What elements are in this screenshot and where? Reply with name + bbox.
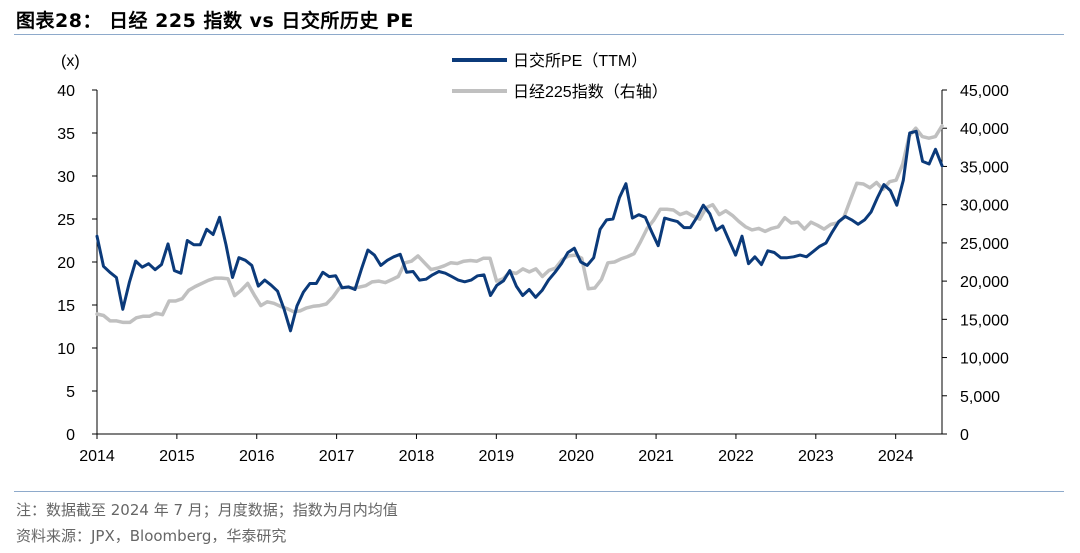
top-divider <box>14 34 1064 35</box>
page-title: 图表28： 日经 225 指数 vs 日交所历史 PE <box>16 10 414 32</box>
left-tick-label: 5 <box>66 384 75 401</box>
right-tick-label: 15,000 <box>960 312 1009 329</box>
left-tick-label: 25 <box>57 212 75 229</box>
x-tick-label: 2024 <box>878 448 914 465</box>
left-axis-unit: (x) <box>61 53 80 70</box>
x-tick-label: 2021 <box>638 448 674 465</box>
right-tick-label: 35,000 <box>960 159 1009 176</box>
legend-label-nikkei: 日经225指数（右轴） <box>513 83 668 101</box>
left-tick-label: 15 <box>57 298 75 315</box>
bottom-divider <box>14 491 1064 492</box>
right-tick-label: 0 <box>960 427 969 444</box>
left-tick-label: 0 <box>66 427 75 444</box>
x-tick-label: 2020 <box>558 448 594 465</box>
x-tick-label: 2023 <box>798 448 834 465</box>
x-tick-label: 2017 <box>319 448 355 465</box>
series-line-nikkei <box>95 124 944 325</box>
x-tick-label: 2019 <box>479 448 515 465</box>
x-tick-label: 2016 <box>239 448 275 465</box>
right-tick-label: 10,000 <box>960 351 1009 368</box>
source-note: 资料来源：JPX，Bloomberg，华泰研究 <box>16 527 287 545</box>
x-tick-label: 2014 <box>79 448 115 465</box>
right-tick-label: 20,000 <box>960 274 1009 291</box>
legend-label-pe: 日交所PE（TTM） <box>513 52 647 70</box>
x-tick-label: 2018 <box>399 448 435 465</box>
x-tick-label: 2022 <box>718 448 754 465</box>
left-tick-label: 40 <box>57 83 75 100</box>
left-tick-label: 20 <box>57 255 75 272</box>
right-tick-label: 5,000 <box>960 389 1000 406</box>
series-line-pe <box>95 129 944 333</box>
left-tick-label: 35 <box>57 126 75 143</box>
x-tick-label: 2015 <box>159 448 195 465</box>
right-tick-label: 30,000 <box>960 198 1009 215</box>
right-tick-label: 40,000 <box>960 121 1009 138</box>
left-tick-label: 10 <box>57 341 75 358</box>
left-tick-label: 30 <box>57 169 75 186</box>
right-tick-label: 45,000 <box>960 83 1009 100</box>
footnote: 注：数据截至 2024 年 7 月；月度数据；指数为月内均值 <box>16 501 398 519</box>
right-tick-label: 25,000 <box>960 236 1009 253</box>
